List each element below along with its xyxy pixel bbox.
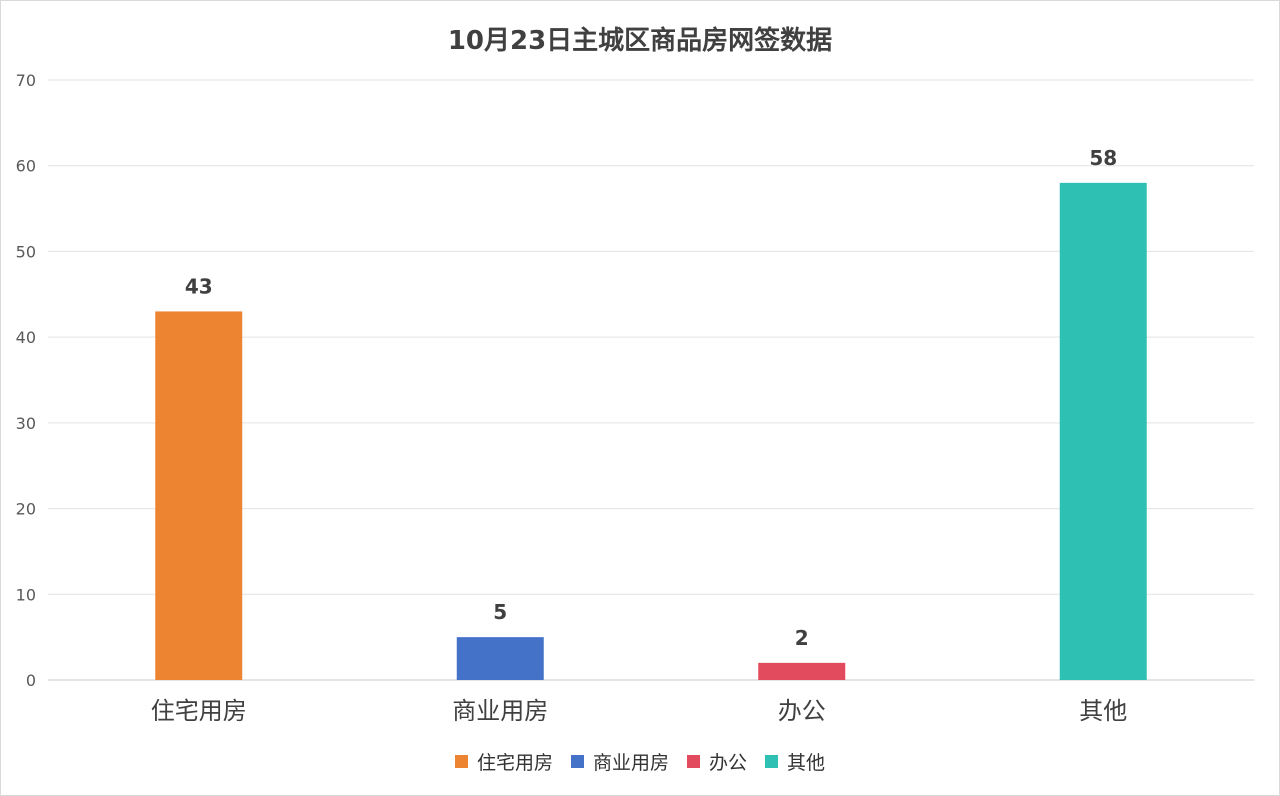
- chart-legend: 住宅用房 商业用房 办公 其他: [0, 748, 1280, 775]
- legend-swatch: [454, 755, 468, 768]
- legend-item: 其他: [765, 748, 825, 775]
- bar: [1059, 182, 1147, 680]
- legend-item: 商业用房: [570, 748, 669, 775]
- chart-title: 10月23日主城区商品房网签数据: [447, 26, 833, 56]
- legend-swatch: [570, 755, 584, 768]
- y-tick-label: 40: [16, 328, 36, 347]
- legend-label: 其他: [787, 752, 826, 774]
- legend-label: 办公: [709, 752, 748, 774]
- y-tick-label: 70: [16, 71, 36, 90]
- x-tick-label: 办公: [778, 697, 826, 725]
- x-tick-label: 商业用房: [452, 697, 548, 725]
- y-tick-label: 0: [26, 671, 36, 690]
- data-label: 5: [493, 600, 507, 624]
- legend-item: 住宅用房: [454, 748, 553, 775]
- x-tick-label: 住宅用房: [151, 697, 247, 725]
- legend-swatch: [765, 755, 779, 768]
- data-label: 43: [185, 274, 213, 298]
- data-label: 58: [1089, 146, 1117, 170]
- data-label: 2: [795, 626, 809, 650]
- legend-swatch: [687, 755, 700, 768]
- y-tick-label: 30: [16, 414, 36, 433]
- legend-label: 住宅用房: [476, 752, 553, 774]
- y-tick-label: 50: [16, 242, 36, 261]
- bar: [456, 637, 544, 680]
- x-tick-label: 其他: [1079, 697, 1127, 725]
- legend-label: 商业用房: [592, 752, 669, 774]
- bar: [758, 662, 846, 680]
- bar: [155, 311, 243, 680]
- legend-item: 办公: [687, 748, 747, 775]
- y-tick-label: 10: [16, 585, 36, 604]
- y-tick-label: 60: [16, 157, 36, 176]
- y-tick-label: 20: [16, 500, 36, 519]
